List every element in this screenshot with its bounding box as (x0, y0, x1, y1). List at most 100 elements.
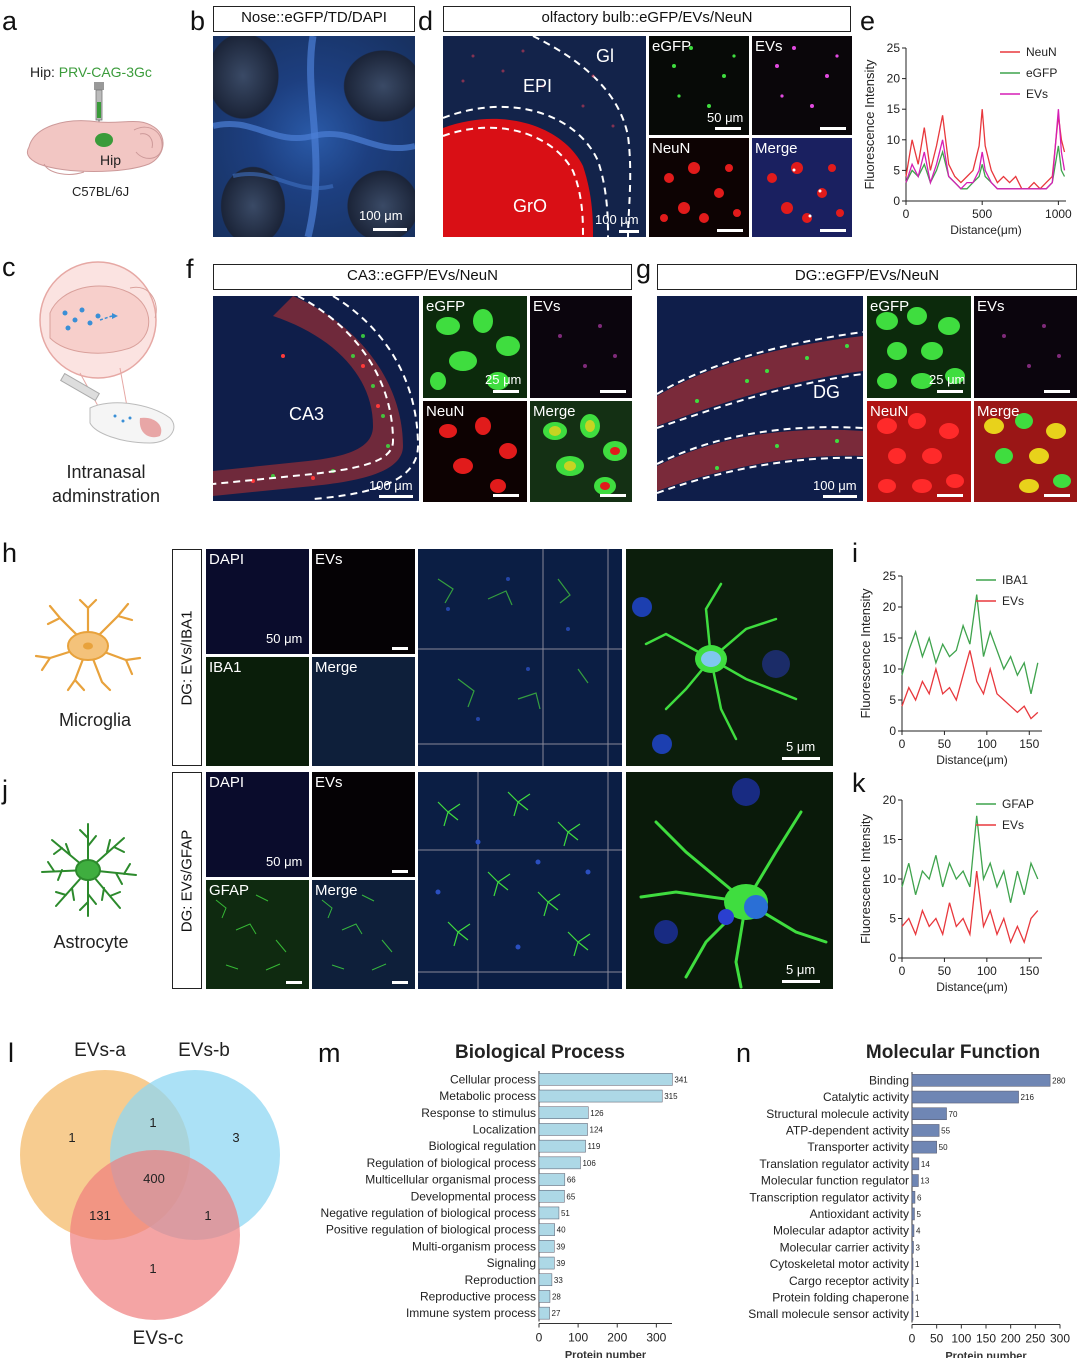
category-label: Protein folding chaperone (772, 1290, 909, 1304)
category-label: ATP-dependent activity (786, 1123, 909, 1137)
subpanel-label: GFAP (209, 882, 250, 899)
venn-set-label: EVs-b (178, 1040, 230, 1061)
scale-bar (392, 647, 408, 650)
x-axis-label: Protein number (565, 1350, 647, 1358)
subpanel-dapi: DAPI 50 μm (206, 549, 309, 654)
region-label-epi: EPI (523, 76, 553, 96)
venn-count: 1 (149, 1115, 156, 1130)
subpanel-merge: Merge (530, 401, 632, 502)
y-tick-label: 0 (893, 194, 900, 208)
bar (538, 1306, 550, 1320)
category-label: Binding (869, 1073, 909, 1087)
subpanel-egfp: eGFP 25 μm (867, 296, 971, 398)
subpanel-label: EVs (315, 774, 343, 791)
legend-label: EVs (1002, 818, 1024, 832)
bar-value-label: 50 (939, 1143, 948, 1152)
x-tick-label: 0 (536, 1331, 543, 1345)
subpanel-label: eGFP (426, 298, 466, 315)
scale-bar (493, 390, 519, 393)
bar-value-label: 39 (556, 1242, 565, 1251)
category-label: Small molecule sensor activity (748, 1307, 909, 1321)
panel-d-title: olfactory bulb::eGFP/EVs/NeuN (443, 6, 851, 32)
panel-letter-e: e (860, 6, 876, 36)
injection-label: Hip: PRV-CAG-3Gc (30, 64, 152, 80)
scale-bar (619, 230, 639, 233)
dg-micrograph: DG 100 μm (657, 296, 863, 501)
category-label: Translation regulator activity (759, 1157, 909, 1171)
bar (911, 1107, 947, 1121)
panel-letter-d: d (418, 6, 434, 36)
x-axis-label: Protein number (945, 1351, 1027, 1358)
venn-count: 131 (89, 1208, 111, 1223)
y-axis-label: Fluorescence Intensity (862, 59, 877, 190)
bar (911, 1140, 937, 1154)
bar-value-label: 341 (674, 1075, 688, 1084)
y-tick-label: 10 (883, 872, 897, 886)
bar (538, 1123, 588, 1136)
category-label: Transporter activity (807, 1140, 909, 1154)
bar-value-label: 1 (915, 1260, 920, 1269)
legend-label: eGFP (1026, 66, 1057, 80)
panel-letter-l: l (8, 1038, 14, 1068)
y-tick-label: 20 (887, 72, 901, 86)
bar (911, 1174, 919, 1187)
subpanel-merge: Merge (974, 401, 1077, 502)
category-label: Cellular process (450, 1072, 536, 1086)
bar (538, 1273, 553, 1287)
y-tick-label: 10 (887, 133, 901, 147)
scale-bar (1044, 494, 1070, 497)
y-axis-label: Fluorescence Intensity (858, 813, 873, 944)
subpanel-merge: Merge (312, 880, 415, 989)
category-label: Response to stimulus (421, 1106, 536, 1120)
bar (911, 1124, 940, 1137)
scale-bar (823, 495, 857, 498)
venn-count: 3 (232, 1130, 239, 1145)
panel-letter-h: h (2, 538, 18, 568)
side-label-gfap: DG: EVs/GFAP (172, 772, 202, 989)
subpanel-label: eGFP (870, 298, 910, 315)
subpanel-label: Merge (977, 403, 1020, 420)
bar-value-label: 315 (664, 1092, 678, 1101)
panel-letter-g: g (636, 254, 652, 284)
subpanel-label: EVs (977, 298, 1005, 315)
category-label: Cytoskeletal motor activity (770, 1257, 909, 1271)
x-axis-label: Distance(μm) (950, 223, 1022, 237)
scale-bar (937, 390, 963, 393)
y-tick-label: 20 (883, 793, 897, 807)
category-label: Structural molecule activity (766, 1107, 909, 1121)
scale-label: 100 μm (359, 208, 403, 223)
astrocyte-caption: Astrocyte (53, 932, 129, 952)
category-label: Molecular adaptor activity (773, 1224, 909, 1238)
scale-bar (820, 229, 846, 232)
zoom-astrocyte: 5 μm (626, 772, 833, 989)
scale-bar (717, 229, 743, 232)
subpanel-label: Merge (533, 403, 576, 420)
subpanel-label: DAPI (209, 774, 245, 791)
bar-value-label: 27 (552, 1309, 561, 1318)
x-tick-label: 250 (1025, 1332, 1045, 1346)
subpanel-label: NeuN (870, 403, 909, 420)
region-label-gro: GrO (513, 196, 547, 216)
bar-value-label: 51 (561, 1209, 570, 1218)
y-tick-label: 15 (883, 631, 897, 645)
subpanel-evs: EVs (312, 772, 415, 877)
subpanel-egfp: eGFP 25 μm (423, 296, 527, 398)
bar (911, 1257, 914, 1271)
y-tick-label: 0 (889, 951, 896, 965)
bar-value-label: 13 (920, 1177, 929, 1186)
bar-value-label: 1 (915, 1277, 920, 1286)
category-label: Signaling (487, 1256, 536, 1270)
scale-label: 50 μm (266, 854, 303, 869)
region-label-hip: Hip (100, 152, 122, 168)
subpanel-label: NeuN (652, 140, 691, 157)
region-label-dg: DG (813, 382, 840, 402)
bar-value-label: 14 (921, 1160, 930, 1169)
bar-value-label: 280 (1052, 1076, 1066, 1085)
microglia-caption: Microglia (58, 710, 132, 730)
olfactory-bulb-micrograph: Gl EPI GrO 100 μm (443, 36, 646, 237)
category-label: Metabolic process (439, 1089, 536, 1103)
subpanel-label: EVs (315, 551, 343, 568)
bar (538, 1290, 551, 1303)
x-tick-label: 150 (976, 1332, 996, 1346)
series-line-evs (901, 871, 1039, 945)
